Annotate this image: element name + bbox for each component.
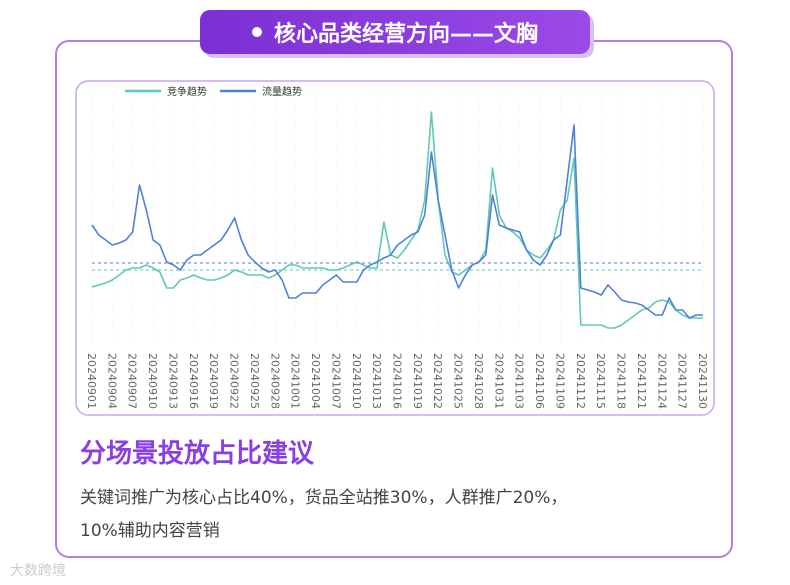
x-tick-label: 20241010: [350, 353, 363, 409]
series-line: [91, 124, 703, 319]
x-tick-label: 20241022: [431, 353, 444, 409]
title-pill: 核心品类经营方向——文胸: [200, 10, 590, 54]
title: 核心品类经营方向——文胸: [273, 22, 538, 47]
x-tick-label: 20241115: [594, 353, 607, 409]
body-line: 10%辅助内容营销: [80, 521, 220, 541]
x-tick-label: 20241013: [370, 353, 383, 409]
chart: 20240901 20240904 20240907 20240910 20240913…: [75, 80, 715, 416]
x-tick-label: 20241124: [655, 353, 668, 409]
section-heading: 分场景投放占比建议: [80, 439, 315, 469]
dot: [251, 27, 262, 37]
x-tick-label: 20240910: [146, 353, 159, 409]
x-tick-label: 20241118: [615, 353, 628, 409]
x-tick-label: 20240922: [228, 353, 241, 409]
x-tick-label: 20241016: [391, 353, 404, 409]
x-tick-label: 20241106: [533, 353, 546, 409]
x-tick-label: 20241109: [553, 353, 566, 409]
legend-label: 流量趋势: [262, 85, 302, 98]
x-tick-label: 20241004: [309, 353, 322, 409]
legend-label: 竞争趋势: [167, 85, 207, 98]
x-tick-label: 20240919: [207, 353, 220, 409]
x-tick-label: 20240913: [166, 353, 179, 409]
series-line: [91, 111, 703, 329]
x-tick-label: 20241103: [513, 353, 526, 409]
x-tick-label: 20240916: [187, 353, 200, 409]
x-tick-label: 20240928: [268, 353, 281, 409]
x-tick-label: 20241121: [635, 353, 648, 409]
x-tick-label: 20241019: [411, 353, 424, 409]
x-tick-label: 20241127: [676, 353, 689, 409]
x-tick-label: 20241025: [452, 353, 465, 409]
x-tick-label: 20240904: [105, 353, 118, 409]
x-tick-label: 20241031: [492, 353, 505, 409]
x-tick-label: 20241001: [289, 353, 302, 409]
x-tick-label: 20240901: [85, 353, 98, 409]
x-tick-label: 20241007: [329, 353, 342, 409]
x-tick-label: 20241112: [574, 353, 587, 409]
x-tick-label: 20240925: [248, 353, 261, 409]
body-line: 关键词推广为核心占比40%，货品全站推30%，人群推广20%，: [80, 488, 568, 508]
x-tick-label: 20241130: [696, 353, 709, 409]
x-tick-label: 20241028: [472, 353, 485, 409]
x-tick-label: 20240907: [126, 353, 139, 409]
watermark: 大数跨境: [10, 563, 66, 579]
